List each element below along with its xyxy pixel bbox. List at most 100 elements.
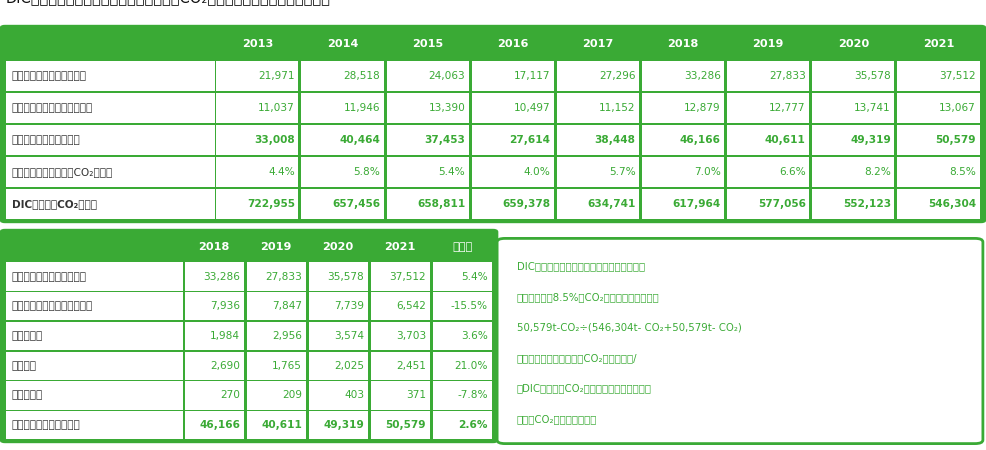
Text: 13,390: 13,390 [429,103,465,113]
FancyBboxPatch shape [727,189,810,219]
Text: 7,847: 7,847 [272,302,302,311]
FancyBboxPatch shape [433,381,491,410]
Text: 2018: 2018 [668,39,699,49]
FancyBboxPatch shape [471,189,554,219]
Text: 増減率: 増減率 [452,242,472,252]
FancyBboxPatch shape [642,189,724,219]
Text: DICグループの再生可能エネルギーによるCO₂排出量削減推移（グローバル）: DICグループの再生可能エネルギーによるCO₂排出量削減推移（グローバル） [6,0,331,5]
Text: 2014: 2014 [326,39,358,49]
Text: 2016: 2016 [497,39,528,49]
Text: 再生エネルギー（熱利用）: 再生エネルギー（熱利用） [12,71,87,81]
FancyBboxPatch shape [897,157,979,187]
Text: 270: 270 [220,391,241,401]
FancyBboxPatch shape [309,322,368,350]
Text: 28,518: 28,518 [343,71,381,81]
FancyBboxPatch shape [897,61,979,91]
Text: 2021: 2021 [385,242,416,252]
FancyBboxPatch shape [7,157,215,187]
FancyBboxPatch shape [371,322,430,350]
Text: 17,117: 17,117 [514,71,550,81]
Text: 552,123: 552,123 [843,199,891,209]
FancyBboxPatch shape [246,262,306,291]
Text: DICグループはグローバルで再生可能エネル: DICグループはグローバルで再生可能エネル [517,261,645,271]
Text: 3,703: 3,703 [395,331,426,341]
Text: 546,304: 546,304 [928,199,976,209]
Text: 35,578: 35,578 [327,271,364,282]
Text: 46,166: 46,166 [199,420,241,430]
Text: 8.5%: 8.5% [950,167,976,177]
Text: 634,741: 634,741 [588,199,636,209]
Text: ギーにより、8.5%のCO₂を削減しています。: ギーにより、8.5%のCO₂を削減しています。 [517,292,660,302]
Text: 2017: 2017 [583,39,613,49]
Text: 5.4%: 5.4% [461,271,488,282]
Text: 8.2%: 8.2% [864,167,891,177]
Text: 11,152: 11,152 [599,103,636,113]
Text: 24,063: 24,063 [429,71,465,81]
FancyBboxPatch shape [246,292,306,320]
FancyBboxPatch shape [7,411,183,439]
FancyBboxPatch shape [1,26,985,222]
Text: 2019: 2019 [752,39,784,49]
FancyBboxPatch shape [433,292,491,320]
FancyBboxPatch shape [309,351,368,380]
Text: 38,448: 38,448 [595,135,636,145]
Text: 40,464: 40,464 [339,135,381,145]
Text: 6.6%: 6.6% [779,167,806,177]
Text: 50,579: 50,579 [936,135,976,145]
FancyBboxPatch shape [812,125,894,155]
FancyBboxPatch shape [7,93,215,123]
FancyBboxPatch shape [433,322,491,350]
Text: 37,512: 37,512 [389,271,426,282]
Text: 2018: 2018 [198,242,230,252]
Text: 21.0%: 21.0% [455,361,488,371]
Text: 403: 403 [344,391,364,401]
Text: 2019: 2019 [260,242,292,252]
Text: 49,319: 49,319 [850,135,891,145]
FancyBboxPatch shape [642,125,724,155]
Text: 11,037: 11,037 [258,103,295,113]
Text: 49,319: 49,319 [323,420,364,430]
FancyBboxPatch shape [302,93,384,123]
FancyBboxPatch shape [387,157,468,187]
Text: 5.7%: 5.7% [608,167,636,177]
FancyBboxPatch shape [371,411,430,439]
Text: 2015: 2015 [412,39,444,49]
FancyBboxPatch shape [216,157,299,187]
FancyBboxPatch shape [216,189,299,219]
Text: 577,056: 577,056 [758,199,806,209]
Text: 再生エネルギーによるCO₂削減率: 再生エネルギーによるCO₂削減率 [12,167,113,177]
FancyBboxPatch shape [371,262,430,291]
FancyBboxPatch shape [216,125,299,155]
FancyBboxPatch shape [7,292,183,320]
Text: 2.6%: 2.6% [458,420,488,430]
FancyBboxPatch shape [302,157,384,187]
FancyBboxPatch shape [557,157,639,187]
Text: 再生エネルギー（電気利用）: 再生エネルギー（電気利用） [12,103,93,113]
Text: -15.5%: -15.5% [451,302,488,311]
FancyBboxPatch shape [897,189,979,219]
Text: （DICグループCO₂排出量＋再生エネルギー: （DICグループCO₂排出量＋再生エネルギー [517,383,652,393]
Text: 3.6%: 3.6% [461,331,488,341]
Text: バイオマス燃料（電気利用）: バイオマス燃料（電気利用） [12,302,93,311]
Text: 37,453: 37,453 [424,135,465,145]
FancyBboxPatch shape [642,93,724,123]
FancyBboxPatch shape [7,351,183,380]
Text: -7.8%: -7.8% [458,391,488,401]
Text: 722,955: 722,955 [247,199,295,209]
Text: 371: 371 [406,391,426,401]
Text: 33,008: 33,008 [254,135,295,145]
FancyBboxPatch shape [7,381,183,410]
FancyBboxPatch shape [7,189,215,219]
Text: 27,833: 27,833 [769,71,806,81]
Text: 4.0%: 4.0% [524,167,550,177]
FancyBboxPatch shape [184,411,244,439]
Text: 658,811: 658,811 [417,199,465,209]
Text: 2020: 2020 [322,242,354,252]
FancyBboxPatch shape [387,189,468,219]
FancyBboxPatch shape [371,351,430,380]
Text: 2,690: 2,690 [210,361,241,371]
FancyBboxPatch shape [727,157,810,187]
FancyBboxPatch shape [246,381,306,410]
FancyBboxPatch shape [557,93,639,123]
FancyBboxPatch shape [7,322,183,350]
